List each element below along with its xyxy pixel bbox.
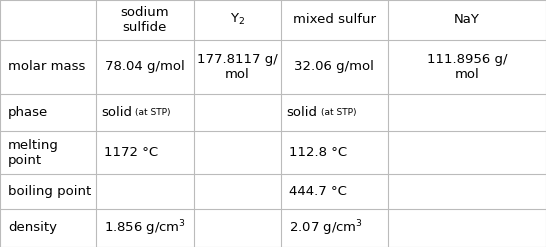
Text: 177.8117 g/
mol: 177.8117 g/ mol: [197, 53, 278, 81]
Text: (at STP): (at STP): [321, 108, 356, 117]
Text: melting
point: melting point: [8, 139, 59, 166]
Text: 444.7 °C: 444.7 °C: [289, 185, 347, 198]
Text: (at STP): (at STP): [135, 108, 170, 117]
Text: solid: solid: [101, 106, 132, 119]
Text: 78.04 g/mol: 78.04 g/mol: [105, 60, 185, 73]
Text: 1172 °C: 1172 °C: [104, 146, 158, 159]
Text: NaY: NaY: [454, 13, 480, 26]
Text: sodium
sulfide: sodium sulfide: [120, 6, 169, 34]
Text: phase: phase: [8, 106, 49, 119]
Text: density: density: [8, 221, 57, 234]
Text: boiling point: boiling point: [8, 185, 91, 198]
Text: 112.8 °C: 112.8 °C: [289, 146, 347, 159]
Text: mixed sulfur: mixed sulfur: [293, 13, 376, 26]
Text: Y$_2$: Y$_2$: [230, 12, 245, 27]
Text: 1.856 g/cm$^3$: 1.856 g/cm$^3$: [104, 218, 186, 238]
Text: 32.06 g/mol: 32.06 g/mol: [294, 60, 375, 73]
Text: 111.8956 g/
mol: 111.8956 g/ mol: [426, 53, 507, 81]
Text: solid: solid: [287, 106, 318, 119]
Text: molar mass: molar mass: [8, 60, 86, 73]
Text: 2.07 g/cm$^3$: 2.07 g/cm$^3$: [289, 218, 364, 238]
